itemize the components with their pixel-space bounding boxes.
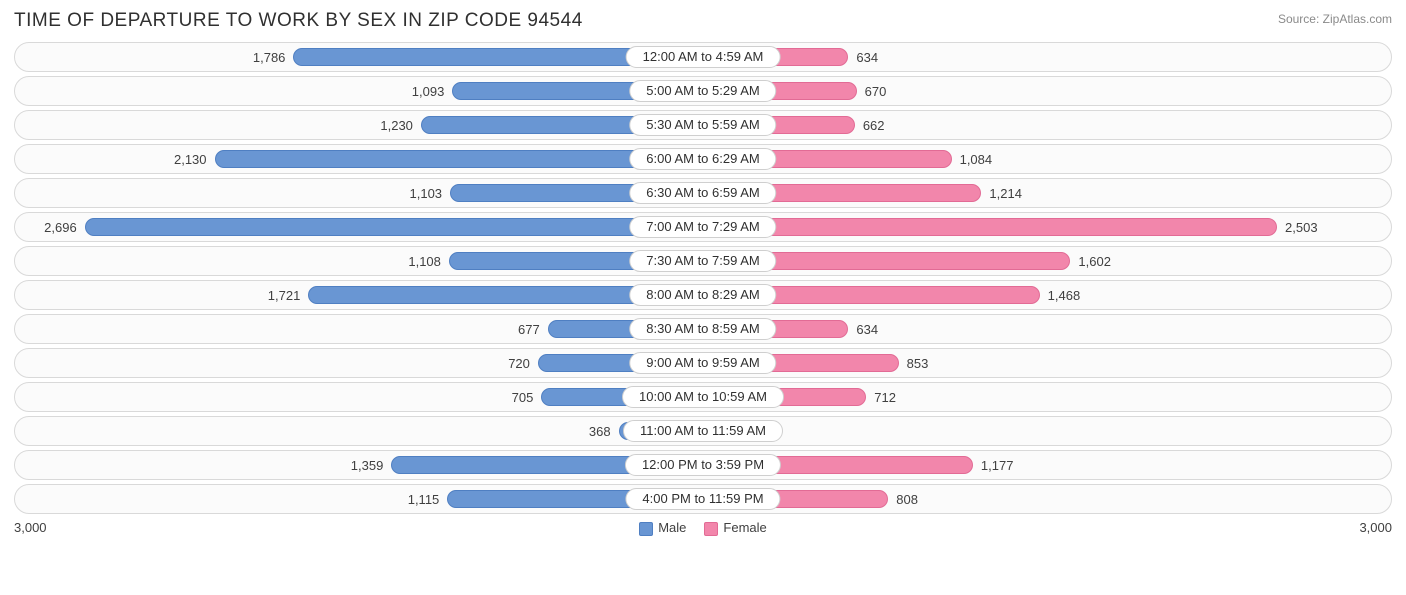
female-value: 634 <box>848 50 886 65</box>
female-value: 853 <box>899 356 937 371</box>
chart-title: TIME OF DEPARTURE TO WORK BY SEX IN ZIP … <box>14 10 583 32</box>
female-value: 1,468 <box>1040 288 1089 303</box>
time-range-label: 4:00 PM to 11:59 PM <box>625 488 780 510</box>
chart-footer: 3,000 Male Female 3,000 <box>14 520 1392 536</box>
chart-row: 1,721 1,468 8:00 AM to 8:29 AM <box>14 280 1392 310</box>
female-half: 634 <box>703 315 1391 343</box>
male-swatch-icon <box>639 522 653 536</box>
female-value: 634 <box>848 322 886 337</box>
chart-row: 720 853 9:00 AM to 9:59 AM <box>14 348 1392 378</box>
female-half: 1,084 <box>703 145 1391 173</box>
female-half: 670 <box>703 77 1391 105</box>
time-range-label: 12:00 PM to 3:59 PM <box>625 454 781 476</box>
male-half: 1,103 <box>15 179 703 207</box>
female-value: 1,602 <box>1070 254 1119 269</box>
time-range-label: 7:30 AM to 7:59 AM <box>629 250 776 272</box>
chart-row: 1,093 670 5:00 AM to 5:29 AM <box>14 76 1392 106</box>
male-value: 1,230 <box>372 118 421 133</box>
male-half: 2,696 <box>15 213 703 241</box>
time-range-label: 12:00 AM to 4:59 AM <box>626 46 781 68</box>
chart-row: 1,115 808 4:00 PM to 11:59 PM <box>14 484 1392 514</box>
time-range-label: 5:30 AM to 5:59 AM <box>629 114 776 136</box>
chart-source: Source: ZipAtlas.com <box>1278 12 1392 26</box>
male-half: 1,108 <box>15 247 703 275</box>
female-bar <box>703 218 1277 236</box>
chart-row: 705 712 10:00 AM to 10:59 AM <box>14 382 1392 412</box>
male-half: 1,359 <box>15 451 703 479</box>
male-half: 720 <box>15 349 703 377</box>
time-range-label: 7:00 AM to 7:29 AM <box>629 216 776 238</box>
chart-row: 1,103 1,214 6:30 AM to 6:59 AM <box>14 178 1392 208</box>
chart-row: 1,230 662 5:30 AM to 5:59 AM <box>14 110 1392 140</box>
time-range-label: 9:00 AM to 9:59 AM <box>629 352 776 374</box>
chart-row: 1,108 1,602 7:30 AM to 7:59 AM <box>14 246 1392 276</box>
time-range-label: 10:00 AM to 10:59 AM <box>622 386 784 408</box>
male-value: 368 <box>581 424 619 439</box>
male-half: 677 <box>15 315 703 343</box>
male-value: 2,696 <box>36 220 85 235</box>
time-range-label: 8:00 AM to 8:29 AM <box>629 284 776 306</box>
male-half: 1,115 <box>15 485 703 513</box>
female-half: 1,602 <box>703 247 1391 275</box>
chart-header: TIME OF DEPARTURE TO WORK BY SEX IN ZIP … <box>14 10 1392 32</box>
time-range-label: 11:00 AM to 11:59 AM <box>623 420 783 442</box>
female-value: 1,084 <box>952 152 1001 167</box>
chart-row: 2,130 1,084 6:00 AM to 6:29 AM <box>14 144 1392 174</box>
legend-female: Female <box>704 520 766 536</box>
male-half: 705 <box>15 383 703 411</box>
chart-rows: 1,786 634 12:00 AM to 4:59 AM 1,093 670 5:00 … <box>14 42 1392 514</box>
chart-row: 2,696 2,503 7:00 AM to 7:29 AM <box>14 212 1392 242</box>
legend: Male Female <box>639 520 767 536</box>
female-half: 1,177 <box>703 451 1391 479</box>
legend-male: Male <box>639 520 686 536</box>
time-range-label: 5:00 AM to 5:29 AM <box>629 80 776 102</box>
time-range-label: 6:30 AM to 6:59 AM <box>629 182 776 204</box>
male-value: 1,108 <box>400 254 449 269</box>
female-value: 808 <box>888 492 926 507</box>
female-half: 1,214 <box>703 179 1391 207</box>
male-value: 1,721 <box>260 288 309 303</box>
time-range-label: 8:30 AM to 8:59 AM <box>629 318 776 340</box>
female-half: 178 <box>703 417 1391 445</box>
female-value: 662 <box>855 118 893 133</box>
chart-row: 368 17811:00 AM to 11:59 AM <box>14 416 1392 446</box>
female-half: 2,503 <box>703 213 1391 241</box>
chart-row: 677 634 8:30 AM to 8:59 AM <box>14 314 1392 344</box>
chart-row: 1,359 1,177 12:00 PM to 3:59 PM <box>14 450 1392 480</box>
male-value: 1,115 <box>400 492 448 507</box>
male-value: 1,093 <box>404 84 453 99</box>
female-value: 670 <box>857 84 895 99</box>
chart-row: 1,786 634 12:00 AM to 4:59 AM <box>14 42 1392 72</box>
male-value: 1,786 <box>245 50 294 65</box>
female-value: 1,177 <box>973 458 1022 473</box>
female-half: 662 <box>703 111 1391 139</box>
female-half: 853 <box>703 349 1391 377</box>
male-half: 368 <box>15 417 703 445</box>
male-half: 1,230 <box>15 111 703 139</box>
male-half: 1,721 <box>15 281 703 309</box>
female-half: 1,468 <box>703 281 1391 309</box>
female-half: 634 <box>703 43 1391 71</box>
legend-male-label: Male <box>658 520 686 535</box>
male-half: 2,130 <box>15 145 703 173</box>
male-value: 1,359 <box>343 458 392 473</box>
female-swatch-icon <box>704 522 718 536</box>
male-half: 1,786 <box>15 43 703 71</box>
female-half: 808 <box>703 485 1391 513</box>
male-bar <box>85 218 703 236</box>
axis-left-max: 3,000 <box>14 520 47 535</box>
male-value: 705 <box>504 390 542 405</box>
female-value: 712 <box>866 390 904 405</box>
time-range-label: 6:00 AM to 6:29 AM <box>629 148 776 170</box>
male-value: 677 <box>510 322 548 337</box>
male-value: 1,103 <box>402 186 451 201</box>
female-half: 712 <box>703 383 1391 411</box>
female-value: 2,503 <box>1277 220 1326 235</box>
axis-right-max: 3,000 <box>1359 520 1392 535</box>
female-value: 1,214 <box>981 186 1030 201</box>
male-value: 720 <box>500 356 538 371</box>
male-half: 1,093 <box>15 77 703 105</box>
legend-female-label: Female <box>723 520 766 535</box>
male-value: 2,130 <box>166 152 215 167</box>
